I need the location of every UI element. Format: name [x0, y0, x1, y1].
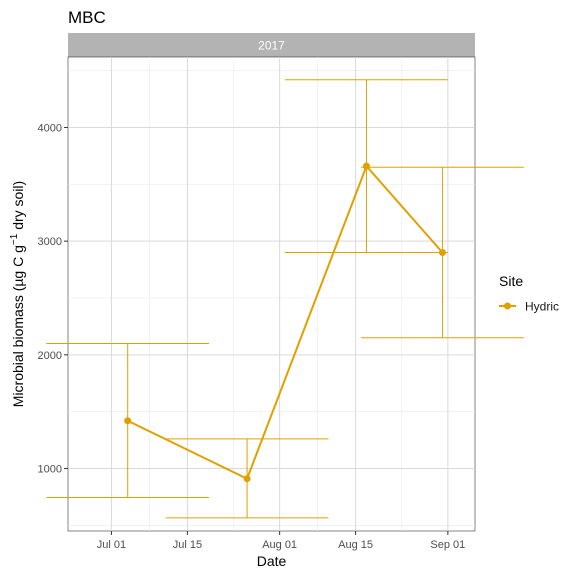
- legend: Site Hydric: [499, 273, 559, 314]
- legend-label-hydric: Hydric: [525, 300, 559, 314]
- y-axis-label-exponent: −1: [9, 233, 20, 245]
- y-axis-label: Microbial biomass (µg C g−1 dry soil): [9, 181, 26, 407]
- facet-label: 2017: [258, 39, 285, 53]
- x-tick-label: Jul 15: [173, 539, 202, 551]
- series-lines: [127, 164, 444, 481]
- x-axis: Jul 01 Jul 15 Aug 01 Aug 15 Sep 01: [97, 531, 465, 551]
- data-point: [243, 475, 251, 483]
- x-tick-label: Aug 15: [338, 539, 373, 551]
- x-tick-label: Aug 01: [262, 539, 297, 551]
- facet-strip: [68, 33, 475, 57]
- gridlines: [68, 57, 475, 531]
- chart-title: MBC: [68, 8, 106, 27]
- data-point: [124, 417, 132, 425]
- y-tick-label: 4000: [38, 122, 62, 134]
- data-point: [438, 249, 446, 257]
- y-axis-label-tail: dry soil): [10, 181, 26, 234]
- plot-panel: [67, 56, 476, 532]
- y-tick-label: 3000: [38, 236, 62, 248]
- legend-title: Site: [499, 273, 523, 289]
- y-tick-label: 1000: [38, 463, 62, 475]
- x-axis-label: Date: [257, 553, 287, 569]
- y-tick-label: 2000: [38, 350, 62, 362]
- x-tick-label: Sep 01: [430, 539, 465, 551]
- y-axis: 1000 2000 3000 4000: [38, 122, 68, 475]
- legend-key-point: [504, 302, 511, 310]
- data-point: [362, 162, 370, 170]
- y-axis-label-main: Microbial biomass (µg C g: [10, 245, 26, 407]
- series-line-hydric: [127, 164, 444, 481]
- data-points: [124, 162, 446, 483]
- x-tick-label: Jul 01: [97, 539, 126, 551]
